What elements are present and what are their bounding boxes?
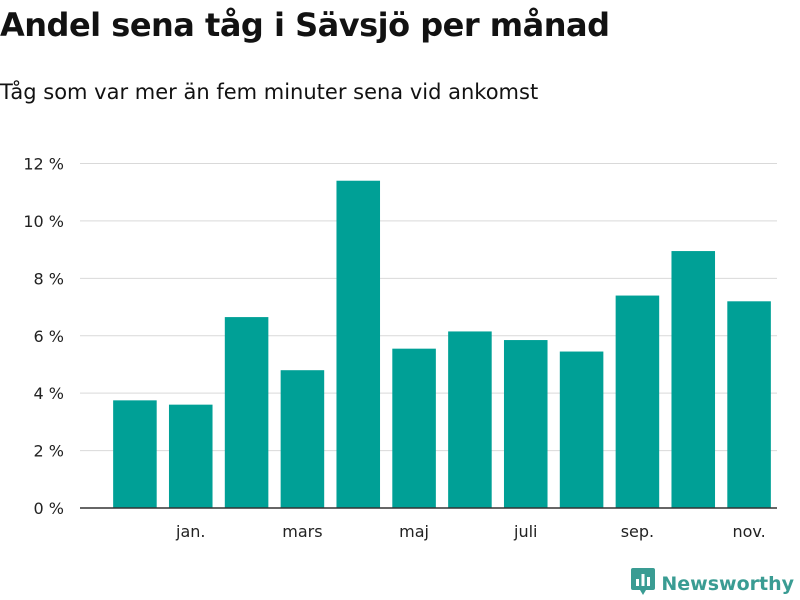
bar-okt [671,251,716,508]
newsworthy-logo-icon [631,568,656,600]
x-tick-label: mars [282,522,322,541]
bar-juni [448,331,492,508]
x-tick-label: juli [513,522,537,541]
y-tick-label: 8 % [34,269,64,288]
y-tick-label: 10 % [23,212,64,231]
y-tick-label: 12 % [23,155,64,174]
x-tick-label: nov. [732,522,765,541]
x-tick-label: maj [399,522,429,541]
bar-juli [503,340,548,508]
y-tick-label: 6 % [34,327,64,346]
brand-name: Newsworthy [661,573,794,595]
y-tick-label: 0 % [34,499,64,518]
bar-apr [336,180,381,508]
bars [113,180,771,508]
y-axis-labels: 0 % 2 % 4 % 6 % 8 % 10 % 12 % [23,155,64,519]
bar-sep [615,295,660,508]
x-tick-label: sep. [621,522,654,541]
bar-feb [224,317,269,508]
x-axis-labels: jan. mars maj juli sep. nov. [175,522,766,541]
y-tick-label: 4 % [34,384,64,403]
bar-dec [113,400,157,508]
chart-title: Andel sena tåg i Sävsjö per månad [0,6,610,44]
y-tick-label: 2 % [34,442,64,461]
bar-maj [392,348,436,508]
x-tick-label: jan. [175,522,205,541]
bar-chart: 0 % 2 % 4 % 6 % 8 % 10 % 12 % jan. mars maj juli s… [23,155,777,541]
bar-nov [727,301,771,508]
bar-aug [559,351,604,508]
bar-jan [168,404,213,508]
chart-subtitle: Tåg som var mer än fem minuter sena vid … [0,80,539,104]
newsworthy-brand: Newsworthy [631,568,794,600]
bar-mars [280,370,325,508]
